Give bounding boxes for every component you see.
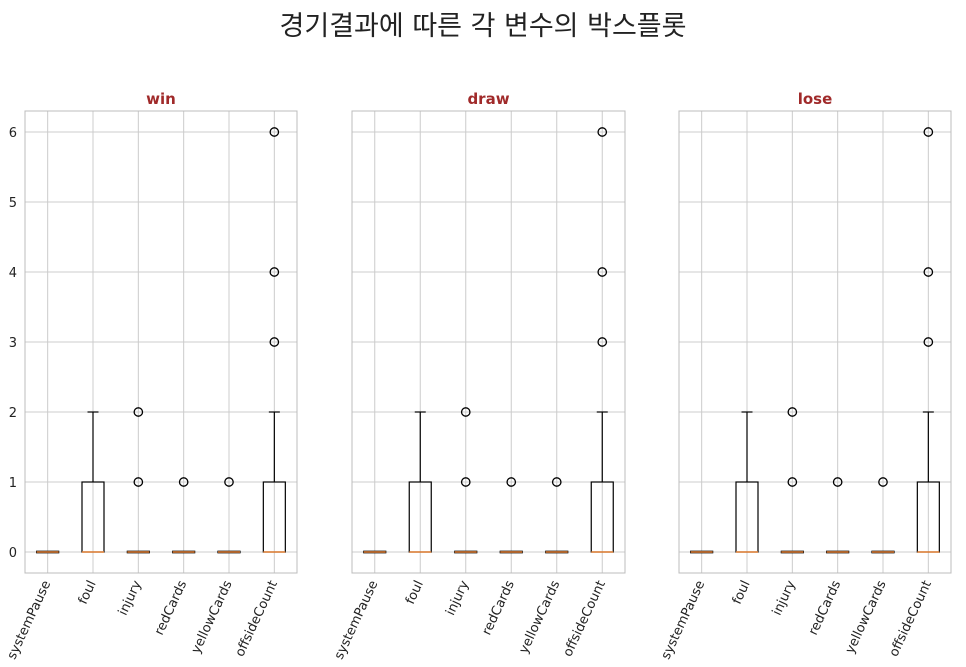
axes-frame: [678, 110, 952, 574]
x-tick-label: yellowCards: [517, 578, 564, 656]
x-tick-label: systemPause: [659, 578, 709, 662]
box-yellowCards: [545, 477, 569, 554]
x-tick-label: offsideCount: [561, 578, 609, 659]
outlier-point: [269, 337, 280, 347]
box-offsideCount: [262, 127, 286, 553]
outlier-point: [787, 407, 798, 417]
outlier-point: [878, 477, 888, 487]
x-tick-label: offsideCount: [233, 578, 281, 659]
box-systemPause: [36, 550, 60, 554]
box-redCards: [499, 477, 523, 554]
x-tick-label: redCards: [152, 578, 190, 638]
outlier-point: [832, 477, 843, 487]
x-tick-label: redCards: [480, 578, 518, 638]
y-tick-label: 6: [9, 126, 17, 141]
box-injury: [126, 407, 150, 554]
box-systemPause: [363, 550, 387, 554]
outlier-point: [551, 477, 562, 487]
outlier-point: [460, 407, 471, 417]
outlier-point: [269, 127, 280, 137]
x-tick-label: foul: [403, 578, 427, 606]
outlier-point: [597, 267, 608, 277]
x-tick-label: yellowCards: [189, 578, 236, 656]
y-tick-label: 0: [9, 546, 17, 561]
x-tick-label: foul: [76, 578, 100, 606]
outlier-point: [597, 337, 608, 347]
y-tick-label: 5: [9, 196, 17, 211]
outlier-point: [787, 477, 798, 487]
subplot-title: lose: [798, 90, 833, 108]
outlier-point: [133, 477, 144, 487]
y-tick-label: 2: [9, 406, 17, 421]
box-redCards: [826, 477, 850, 554]
axes-frame: [351, 110, 626, 574]
y-tick-label: 3: [9, 336, 17, 351]
box-injury: [780, 407, 804, 554]
outlier-point: [269, 267, 280, 277]
box-yellowCards: [871, 477, 895, 554]
box-systemPause: [690, 550, 714, 554]
box-foul: [408, 411, 432, 553]
box-redCards: [172, 477, 196, 554]
box-offsideCount: [916, 127, 940, 553]
box-offsideCount: [590, 127, 614, 553]
box-foul: [735, 411, 759, 553]
outlier-point: [506, 477, 517, 487]
outlier-point: [923, 127, 934, 137]
x-tick-label: offsideCount: [887, 578, 935, 659]
subplot-lose: systemPause foul injury redCardsyellowCards…: [659, 90, 952, 662]
outlier-point: [923, 337, 934, 347]
box-injury: [454, 407, 478, 554]
outlier-point: [133, 407, 144, 417]
outlier-point: [224, 477, 234, 487]
outlier-point: [460, 477, 471, 487]
box-yellowCards: [217, 477, 241, 554]
subplot-draw: systemPause foul injury redCardsyellowCards…: [332, 90, 626, 662]
axes-frame: [24, 110, 298, 574]
y-tick-label: 4: [9, 266, 17, 281]
x-tick-label: injury: [770, 578, 799, 618]
x-tick-label: yellowCards: [843, 578, 890, 656]
outlier-point: [597, 127, 608, 137]
subplot-win: 0 1 2 3 4 5 6 systemPause foul injury redCardsyell…: [5, 90, 298, 662]
x-tick-label: systemPause: [332, 578, 382, 662]
figure-title: 경기결과에 따른 각 변수의 박스플롯: [279, 11, 687, 42]
x-tick-label: redCards: [806, 578, 844, 638]
subplot-title: win: [146, 90, 176, 108]
outlier-point: [923, 267, 934, 277]
subplot-title: draw: [467, 90, 509, 108]
y-tick-label: 1: [9, 476, 17, 491]
x-tick-label: injury: [443, 578, 472, 618]
x-tick-label: systemPause: [5, 578, 55, 662]
x-tick-label: injury: [116, 578, 145, 618]
outlier-point: [178, 477, 189, 487]
x-tick-label: foul: [730, 578, 754, 606]
box-foul: [81, 411, 105, 553]
